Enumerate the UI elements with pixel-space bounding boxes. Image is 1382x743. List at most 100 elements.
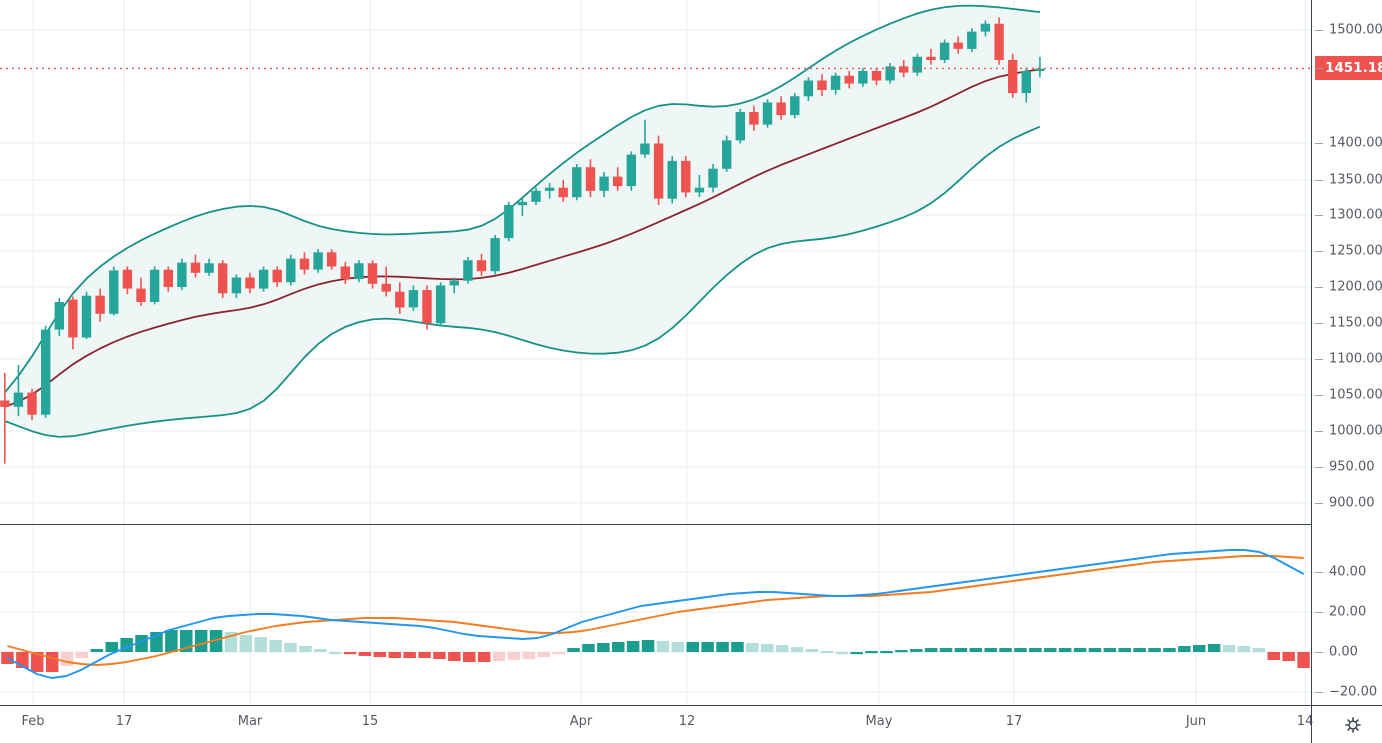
- macd-histogram-bar: [31, 652, 44, 672]
- candle-body: [435, 285, 446, 324]
- candle-body: [286, 258, 296, 283]
- macd-chart-svg: [0, 525, 1311, 705]
- candle-body: [258, 269, 269, 289]
- candle-body: [395, 291, 405, 308]
- macd-histogram-bar: [790, 647, 804, 652]
- pane-separator: [0, 524, 1311, 525]
- macd-histogram-bar: [537, 652, 550, 657]
- macd-histogram-bar: [373, 652, 387, 657]
- macd-histogram-bar: [507, 652, 521, 660]
- candle-body: [708, 168, 718, 188]
- price-axis-label: 950.00: [1329, 459, 1375, 475]
- time-axis-label: 12: [678, 714, 696, 729]
- last-price-badge[interactable]: 1451.18: [1315, 56, 1382, 81]
- candle-body: [517, 201, 528, 206]
- candle-body: [817, 80, 827, 90]
- candle-body: [231, 277, 242, 294]
- macd-histogram-bar: [1118, 648, 1131, 652]
- macd-axis[interactable]: 40.00 20.00 0.00 −20.00: [1311, 525, 1382, 705]
- candle-body: [558, 187, 568, 198]
- candle-body: [803, 80, 814, 97]
- macd-histogram-bar: [999, 648, 1012, 652]
- macd-histogram-bar: [328, 652, 342, 655]
- candle-body: [640, 143, 650, 155]
- macd-histogram-bar: [1252, 648, 1266, 652]
- price-axis-tickmark: [1315, 323, 1323, 324]
- macd-axis-tickmark: [1315, 652, 1323, 653]
- price-axis-label: 1500.00: [1329, 22, 1382, 38]
- candle-body: [0, 400, 10, 407]
- price-axis-tickmark: [1315, 30, 1323, 31]
- candle-body: [953, 42, 963, 49]
- macd-histogram-bar: [761, 644, 774, 652]
- candle-body: [149, 269, 160, 302]
- macd-axis-label: −20.00: [1329, 684, 1378, 700]
- macd-histogram-bar: [343, 652, 357, 655]
- macd-histogram: [1, 630, 1310, 672]
- macd-histogram-bar: [1088, 648, 1102, 652]
- macd-histogram-bar: [1163, 648, 1176, 652]
- candle-body: [1035, 68, 1045, 71]
- candle-body: [980, 23, 991, 32]
- macd-histogram-bar: [1237, 646, 1251, 652]
- macd-histogram-bar: [1267, 652, 1280, 660]
- macd-histogram-bar: [1058, 648, 1072, 652]
- macd-axis-label: 40.00: [1329, 564, 1367, 580]
- macd-histogram-bar: [403, 652, 416, 658]
- axis-divider-horizontal: [0, 705, 1382, 706]
- candle-body: [41, 329, 51, 415]
- time-axis-label: Mar: [237, 714, 263, 729]
- candle-body: [122, 269, 133, 289]
- candle-body: [476, 260, 487, 272]
- macd-histogram-bar: [75, 652, 89, 658]
- price-axis-label: 1250.00: [1329, 243, 1382, 259]
- candle-body: [245, 277, 255, 289]
- macd-histogram-bar: [880, 651, 893, 654]
- candle-body: [27, 392, 37, 415]
- time-axis[interactable]: Feb 17 Mar 15 Apr 12 May 17 Jun 14: [0, 705, 1313, 743]
- macd-histogram-bar: [671, 642, 685, 652]
- candle-body: [272, 269, 282, 283]
- macd-histogram-bar: [358, 652, 372, 656]
- candle-body: [490, 238, 500, 272]
- macd-histogram-bar: [239, 635, 253, 652]
- candle-body: [163, 269, 173, 287]
- candle-body: [735, 112, 745, 141]
- price-axis-label: 1100.00: [1329, 351, 1382, 367]
- candle-body: [762, 102, 773, 125]
- candlestick-series: [0, 17, 1045, 464]
- price-axis-tickmark: [1315, 359, 1323, 360]
- time-axis-label: Feb: [21, 714, 45, 729]
- macd-histogram-bar: [597, 643, 610, 652]
- candle-body: [463, 260, 473, 281]
- candle-body: [585, 167, 596, 191]
- macd-histogram-bar: [612, 642, 625, 652]
- candle-body: [95, 295, 105, 314]
- price-chart-pane[interactable]: [0, 0, 1311, 524]
- candle-body: [926, 56, 936, 60]
- macd-histogram-bar: [850, 652, 863, 655]
- macd-indicator-pane[interactable]: [0, 525, 1311, 705]
- macd-axis-label: 20.00: [1329, 604, 1367, 620]
- macd-histogram-bar: [1207, 644, 1221, 652]
- macd-histogram-bar: [567, 648, 580, 652]
- axis-divider-vertical: [1311, 0, 1312, 743]
- candle-body: [722, 140, 732, 169]
- price-axis-tickmark: [1315, 215, 1323, 216]
- candle-body: [939, 42, 950, 60]
- macd-histogram-bar: [969, 648, 983, 652]
- macd-histogram-bar: [388, 652, 401, 658]
- macd-histogram-bar: [433, 652, 446, 659]
- candle-body: [572, 167, 582, 198]
- gear-icon[interactable]: [1338, 710, 1368, 740]
- candle-body: [830, 75, 841, 90]
- price-axis-tickmark: [1315, 431, 1323, 432]
- candle-body: [613, 176, 623, 187]
- price-axis[interactable]: 1500.00 1400.00 1350.00 1300.00 1250.00 1200.…: [1311, 0, 1382, 524]
- macd-histogram-bar: [552, 652, 565, 655]
- time-axis-label: Jun: [1185, 714, 1207, 729]
- candle-body: [653, 143, 664, 199]
- macd-histogram-bar: [924, 648, 938, 652]
- macd-histogram-bar: [954, 648, 968, 652]
- macd-histogram-bar: [656, 641, 670, 652]
